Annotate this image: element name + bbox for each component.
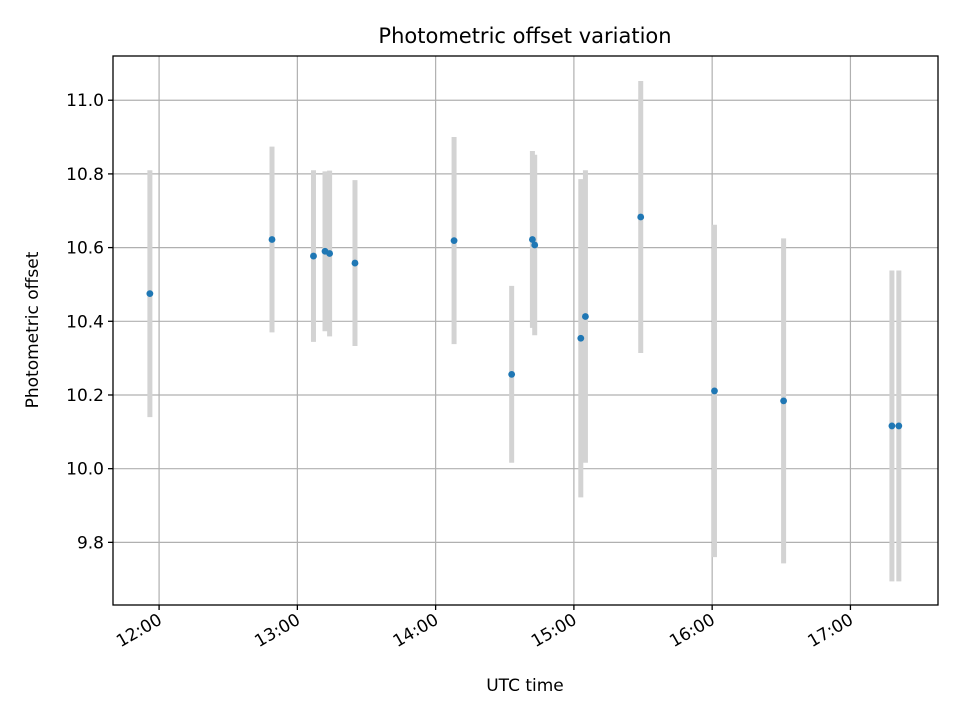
data-point <box>582 313 589 320</box>
y-tick-label: 10.4 <box>66 312 104 332</box>
y-tick-label: 10.8 <box>66 165 104 185</box>
data-points <box>146 213 903 430</box>
chart-title: Photometric offset variation <box>378 24 671 48</box>
error-bars <box>147 81 902 582</box>
data-point <box>529 236 536 243</box>
y-tick-label: 11.0 <box>66 91 104 111</box>
x-tick-label: 14:00 <box>390 610 442 652</box>
data-point <box>310 252 317 260</box>
x-tick-label: 16:00 <box>666 610 718 652</box>
data-point <box>450 237 458 244</box>
data-point <box>531 241 539 249</box>
data-point <box>577 334 585 342</box>
x-tick-label: 13:00 <box>251 610 303 652</box>
data-point <box>780 397 788 405</box>
data-point <box>351 259 359 267</box>
x-tick-label: 12:00 <box>113 610 165 652</box>
data-point <box>508 370 516 378</box>
y-tick-label: 10.6 <box>66 239 104 259</box>
data-point <box>326 250 334 257</box>
x-axis-label: UTC time <box>486 676 564 696</box>
data-point <box>637 213 645 221</box>
grid-lines <box>113 56 938 605</box>
data-point <box>895 422 903 430</box>
y-tick-label: 10.0 <box>66 460 104 480</box>
x-tick-label: 15:00 <box>528 610 580 652</box>
y-tick-label: 9.8 <box>77 533 104 553</box>
x-tick-label: 17:00 <box>804 610 856 652</box>
y-tick-label: 10.2 <box>66 386 104 406</box>
data-point <box>146 290 154 298</box>
plot-frame <box>112 55 939 606</box>
data-point <box>711 387 718 395</box>
data-point <box>888 422 896 430</box>
data-point <box>268 236 276 243</box>
y-axis-label: Photometric offset <box>23 251 43 408</box>
axis-ticks: 12:00 13:00 14:00 15:00 16:00 17:00 9.8 10.0 10.… <box>66 91 857 652</box>
